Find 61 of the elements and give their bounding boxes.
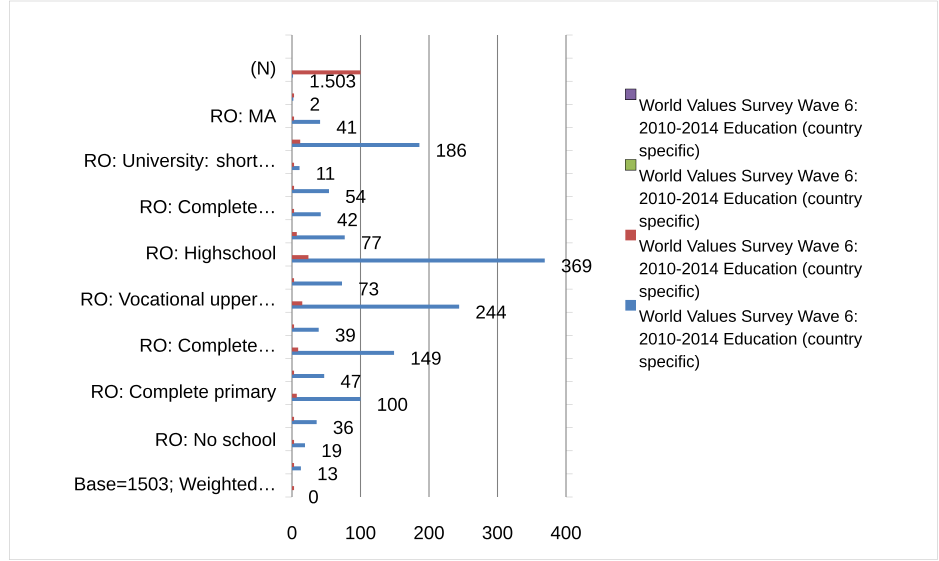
x-tick-label: 0 [288,526,296,540]
legend-label: World Values Survey Wave 6: 2010-2014 Education (country specific) [639,98,862,160]
y-tick-label: RO: Complete primary [92,384,276,402]
data-label: 41 [336,120,356,134]
bar [292,443,306,448]
bar [292,166,300,170]
y-tick-label: RO: No school [156,432,275,446]
data-label: 149 [412,352,441,365]
data-label: 47 [340,374,360,388]
x-tick-label: 200 [414,526,444,540]
y-tick-label: RO: Highschool [147,246,275,264]
y-tick-label: RO: Complete… [140,338,274,356]
data-label: 2 [310,98,320,111]
data-label: 1.503 [310,74,356,88]
bar [292,120,320,124]
y-tick-label: RO: MA [211,109,276,122]
legend-label: World Values Survey Wave 6: 2010-2014 Education (country specific) [639,310,862,371]
y-tick-label: (N) [252,60,276,78]
bar [292,235,345,240]
bar [292,212,321,216]
bar [292,258,545,262]
x-tick-label: 400 [550,526,581,540]
bar [292,374,324,378]
data-label: 13 [318,467,338,480]
data-label: 369 [562,259,592,272]
bar [292,282,342,286]
data-label: 54 [346,190,366,204]
bar [292,348,298,352]
data-label: 73 [359,282,378,296]
bar [292,70,361,74]
data-label: 0 [309,490,318,504]
bar [292,142,420,147]
x-tick-label: 100 [346,526,376,540]
data-label: 77 [362,236,381,250]
bar [292,420,317,424]
bar [292,189,329,194]
data-label: 186 [437,144,466,157]
data-label: 42 [337,213,357,226]
bar [292,394,297,398]
legend-label: World Values Survey Wave 6: 2010-2014 Education (country specific) [639,240,862,300]
y-tick-label: RO: University: short… [85,153,274,171]
y-tick-label: Base=1503; Weighted… [75,476,274,494]
data-label: 244 [476,305,506,319]
bar [292,328,319,332]
data-label: 36 [334,420,353,434]
data-label: 19 [322,444,342,458]
y-tick-label: RO: Vocational upper… [82,292,274,310]
bar [292,350,394,355]
data-label: 11 [317,166,334,180]
y-tick-label: RO: Complete… [140,200,274,217]
data-label: 100 [378,398,408,411]
bar [292,466,301,470]
bar [292,304,460,309]
data-label: 39 [336,328,355,342]
bar [292,140,300,144]
legend-label: World Values Survey Wave 6: 2010-2014 Education (country specific) [639,169,862,230]
x-tick-label: 300 [482,526,512,540]
bar [292,397,361,402]
bar [292,301,302,306]
bar [292,255,308,260]
bar [292,232,297,236]
